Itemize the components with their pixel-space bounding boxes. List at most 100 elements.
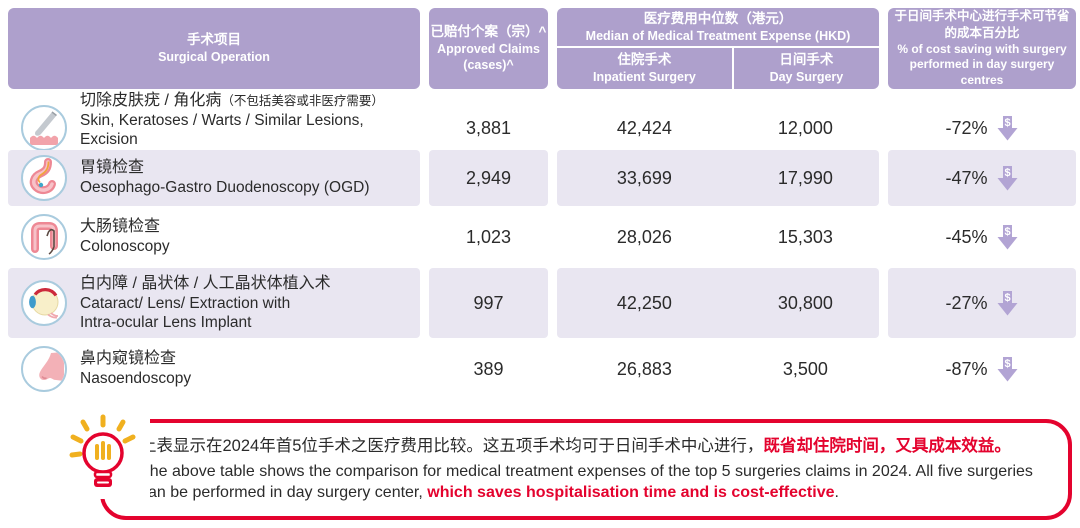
cost-saving-cell: -47% $ — [888, 150, 1076, 206]
header-median-expense-zh: 医疗费用中位数（港元） — [643, 10, 793, 26]
header-median-expense-title: 医疗费用中位数（港元） Median of Medical Treatment … — [557, 8, 879, 48]
approved-claims-value: 2,949 — [429, 150, 548, 206]
footnote-text-en: The above table shows the comparison for… — [140, 461, 1046, 503]
infographic-table-page: 手术项目 Surgical Operation 已赔付个案（宗）^ Approv… — [0, 8, 1080, 528]
operation-name-en: Skin, Keratoses / Warts / Similar Lesion… — [80, 112, 364, 149]
operation-name: 白内障 / 晶状体 / 人工晶状体植入术 Cataract/ Lens/ Ext… — [80, 274, 331, 333]
operation-name-zh: 鼻内窥镜检查 — [80, 350, 177, 368]
approved-claims-value: 1,023 — [465, 226, 512, 247]
header-cost-saving-zh: 于日间手术中心进行手术可节省 的成本百分比 — [894, 9, 1070, 40]
operation-cell: 鼻内窥镜检查 Nasoendoscopy — [8, 341, 420, 397]
nose-icon — [21, 346, 67, 392]
day-expense-value: 12,000 — [777, 117, 833, 138]
approved-claims-value: 389 — [473, 358, 504, 379]
footnote-en-period: . — [834, 483, 839, 501]
operation-name: 胃镜检查 Oesophago-Gastro Duodenoscopy (OGD) — [80, 158, 369, 197]
footnote-text-zh: 上表显示在2024年首5位手术之医疗费用比较。这五项手术均可于日间手术中心进行，… — [140, 436, 1046, 458]
operation-cell: 大肠镜检查 Colonoscopy — [8, 209, 420, 265]
footnote-zh-black: 上表显示在2024年首5位手术之医疗费用比较。这五项手术均可于日间手术中心进行， — [140, 437, 764, 455]
footnote-en-red: which saves hospitalisation time and is … — [427, 483, 835, 501]
operation-name-zh: 白内障 / 晶状体 / 人工晶状体植入术 — [80, 274, 331, 292]
header-cost-saving-en: % of cost saving with surgery performed … — [897, 41, 1067, 87]
svg-text:$: $ — [1004, 358, 1010, 370]
header-median-expense-en: Median of Medical Treatment Expense (HKD… — [585, 28, 851, 43]
cost-saving-value: -45% — [945, 226, 988, 247]
operation-cell: 胃镜检查 Oesophago-Gastro Duodenoscopy (OGD) — [8, 150, 420, 206]
header-day-surgery: 日间手术 Day Surgery — [731, 48, 879, 89]
scalpel-skin-icon — [21, 105, 67, 152]
header-surgical-operation-zh: 手术项目 — [187, 32, 241, 48]
header-approved-claims-zh: 已赔付个案（宗）^ — [430, 23, 547, 39]
inpatient-expense-value: 42,250 — [616, 292, 672, 313]
day-expense-value: 15,303 — [777, 226, 833, 247]
operation-name-zh-note: （不包括美容或非医疗需要） — [221, 94, 384, 108]
header-day-en: Day Surgery — [769, 70, 844, 85]
table-row: 白内障 / 晶状体 / 人工晶状体植入术 Cataract/ Lens/ Ext… — [8, 268, 1076, 338]
operation-name-en: Nasoendoscopy — [80, 370, 192, 388]
footnote-en-black: The above table shows the comparison for… — [140, 462, 1033, 501]
cost-saving-cell: -27% $ — [888, 268, 1076, 338]
svg-text:$: $ — [1004, 292, 1010, 304]
header-approved-claims-en: Approved Claims (cases)^ — [437, 42, 540, 73]
cost-saving-value: -72% — [945, 117, 988, 138]
svg-text:$: $ — [1004, 167, 1010, 179]
approved-claims-value: 997 — [429, 268, 548, 338]
median-expense-cell: 26,883 3,500 — [557, 341, 879, 397]
header-median-subcolumns: 住院手术 Inpatient Surgery 日间手术 Day Surgery — [557, 48, 879, 89]
stomach-icon — [21, 155, 67, 201]
approved-claims-value: 3,881 — [465, 117, 512, 138]
dollar-down-arrow-icon: $ — [997, 224, 1018, 249]
median-expense-cell: 42,424 12,000 — [557, 91, 879, 165]
header-inpatient-surgery: 住院手术 Inpatient Surgery — [557, 48, 732, 89]
inpatient-expense-value: 33,699 — [616, 167, 672, 188]
footnote-zh-red: 既省却住院时间，又具成本效益。 — [763, 437, 1011, 455]
footnote-callout: 上表显示在2024年首5位手术之医疗费用比较。这五项手术均可于日间手术中心进行，… — [8, 413, 1072, 520]
table-row: 大肠镜检查 Colonoscopy 1,023 28,026 15,303 -4… — [8, 209, 1076, 265]
operation-name: 大肠镜检查 Colonoscopy — [80, 217, 170, 256]
operation-name-en: Oesophago-Gastro Duodenoscopy (OGD) — [80, 179, 370, 197]
header-median-expense: 医疗费用中位数（港元） Median of Medical Treatment … — [557, 8, 879, 89]
dollar-down-arrow-icon: $ — [997, 115, 1018, 141]
operation-name-zh: 大肠镜检查 — [80, 218, 161, 236]
median-expense-cell: 28,026 15,303 — [557, 209, 879, 265]
dollar-down-arrow-icon: $ — [997, 290, 1018, 315]
header-inpatient-zh: 住院手术 — [617, 52, 672, 68]
header-surgical-operation: 手术项目 Surgical Operation — [8, 8, 420, 89]
header-inpatient-en: Inpatient Surgery — [593, 70, 696, 85]
operation-cell: 白内障 / 晶状体 / 人工晶状体植入术 Cataract/ Lens/ Ext… — [8, 268, 420, 338]
day-expense-value: 17,990 — [777, 167, 833, 188]
colon-icon — [21, 214, 67, 260]
day-expense-value: 3,500 — [782, 358, 828, 379]
operation-name-en: Cataract/ Lens/ Extraction with Intra-oc… — [80, 294, 291, 331]
svg-text:$: $ — [1004, 226, 1010, 238]
svg-text:$: $ — [1004, 117, 1010, 129]
eye-icon — [21, 280, 67, 326]
lightbulb-icon — [56, 413, 150, 499]
median-expense-cell: 33,699 17,990 — [557, 150, 879, 206]
operation-name: 鼻内窥镜检查 Nasoendoscopy — [80, 349, 191, 388]
header-day-zh: 日间手术 — [779, 52, 834, 68]
operation-name-zh: 切除皮肤疣 / 角化病 — [80, 92, 222, 109]
header-cost-saving: 于日间手术中心进行手术可节省 的成本百分比 % of cost saving w… — [888, 8, 1076, 89]
cost-saving-value: -27% — [945, 292, 988, 313]
operation-name-en: Colonoscopy — [80, 238, 170, 256]
day-expense-value: 30,800 — [777, 292, 833, 313]
table-row: 切除皮肤疣 / 角化病（不包括美容或非医疗需要） Skin, Keratoses… — [8, 91, 1076, 164]
header-approved-claims: 已赔付个案（宗）^ Approved Claims (cases)^ — [429, 8, 548, 89]
cost-saving-value: -47% — [945, 167, 988, 188]
cost-saving-cell: -87% $ — [888, 341, 1076, 397]
inpatient-expense-value: 26,883 — [616, 358, 672, 379]
inpatient-expense-value: 42,424 — [616, 117, 672, 138]
dollar-down-arrow-icon: $ — [997, 165, 1018, 190]
cost-saving-cell: -72% $ — [888, 91, 1076, 165]
median-expense-cell: 42,250 30,800 — [557, 268, 879, 338]
header-surgical-operation-en: Surgical Operation — [158, 50, 270, 65]
inpatient-expense-value: 28,026 — [616, 226, 672, 247]
cost-saving-value: -87% — [945, 358, 988, 379]
cost-saving-cell: -45% $ — [888, 209, 1076, 265]
table-row: 胃镜检查 Oesophago-Gastro Duodenoscopy (OGD)… — [8, 150, 1076, 206]
dollar-down-arrow-icon: $ — [997, 356, 1018, 381]
footnote-box: 上表显示在2024年首5位手术之医疗费用比较。这五项手术均可于日间手术中心进行，… — [56, 413, 1072, 520]
operation-name-zh: 胃镜检查 — [80, 159, 145, 177]
table-row: 鼻内窥镜检查 Nasoendoscopy 389 26,883 3,500 -8… — [8, 341, 1076, 397]
